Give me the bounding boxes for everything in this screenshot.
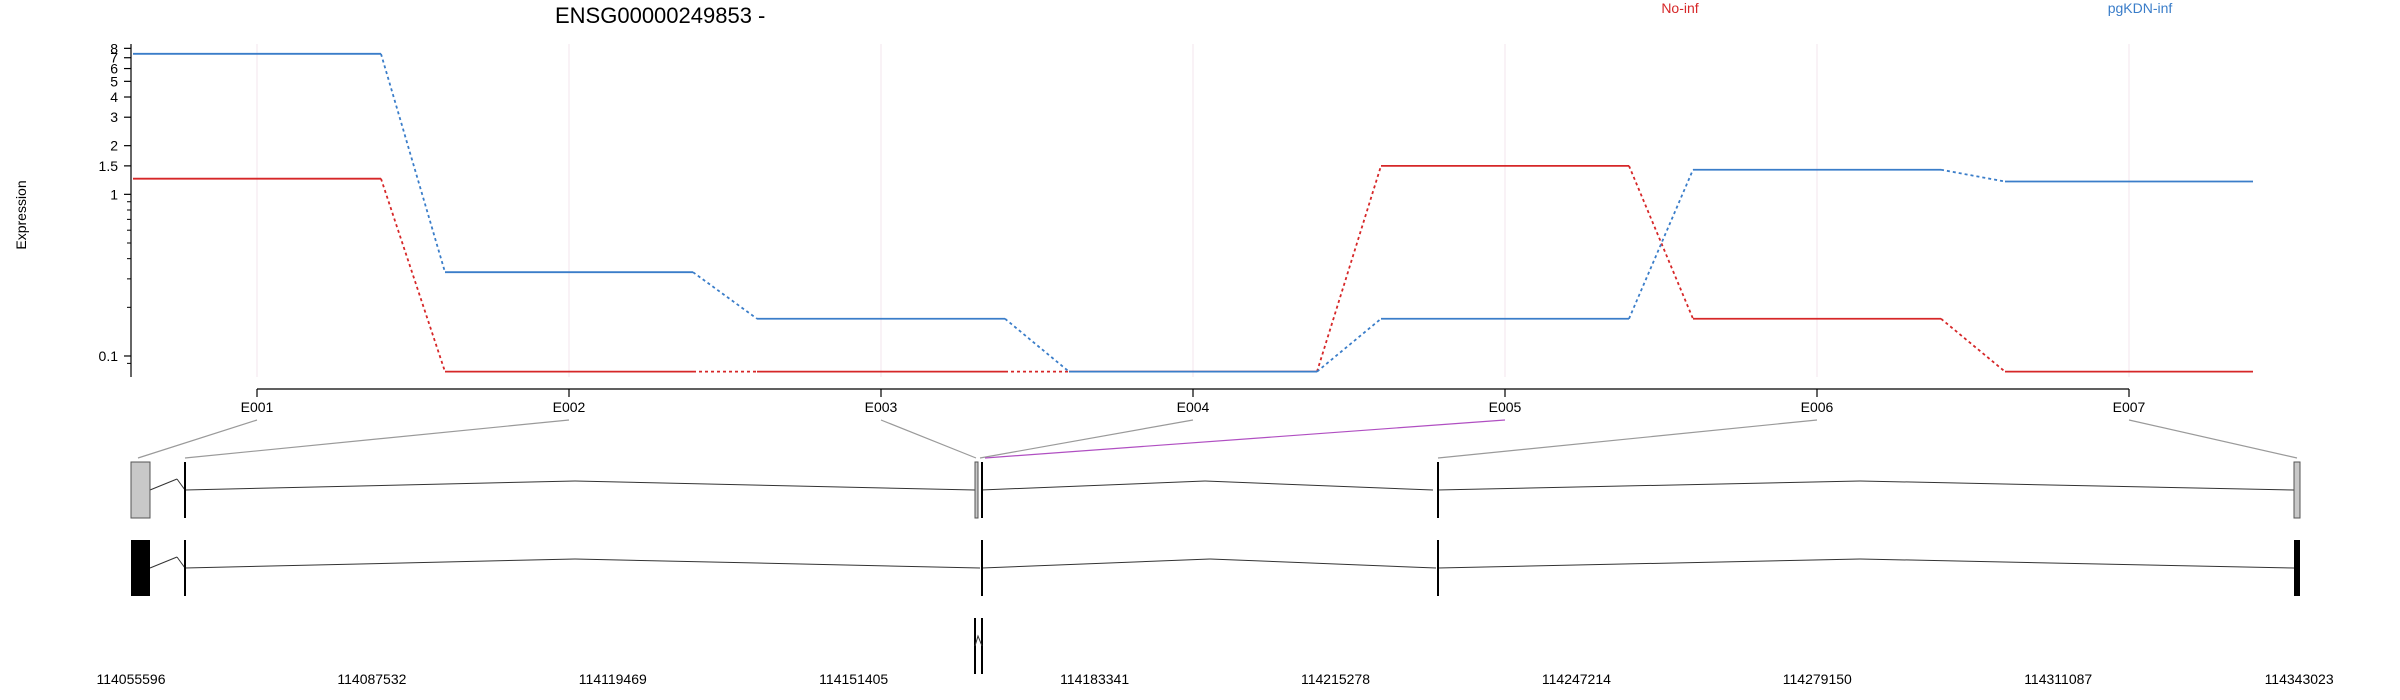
transition-segment	[1628, 165, 1694, 320]
transition-segment	[380, 178, 446, 372]
exon-connectors	[137, 419, 2298, 459]
genomic-coordinate-label: 114119469	[579, 671, 647, 687]
x-tick-label: E004	[1177, 399, 1210, 415]
y-tick-label: 4	[110, 89, 118, 105]
y-tick-label: 5	[110, 73, 118, 89]
y-tick-label: 2	[110, 138, 118, 154]
exon-connector	[880, 419, 977, 459]
genomic-coordinate-label: 114183341	[1060, 671, 1129, 687]
x-tick-label: E001	[241, 399, 274, 415]
x-tick-label: E002	[553, 399, 586, 415]
chart-title: ENSG00000249853 -	[555, 3, 765, 28]
genomic-coordinate-label: 114055596	[96, 671, 165, 687]
intron-line	[1859, 558, 2295, 569]
y-tick-label: 1.5	[99, 158, 119, 174]
transition-segment	[380, 53, 446, 273]
genomic-coordinates: 114055596 114087532 114119469 114151405 1141…	[96, 671, 2333, 687]
intron-line	[1209, 558, 1437, 569]
exon-connector	[2128, 419, 2298, 459]
intron-line	[176, 478, 186, 491]
intron-line	[574, 480, 976, 491]
y-tick-label: 0.1	[99, 348, 119, 364]
exon-connector	[979, 419, 1194, 459]
exon-connector	[137, 419, 258, 459]
x-tick-label: E005	[1489, 399, 1522, 415]
intron-line	[1437, 558, 1861, 569]
exon-connector	[984, 419, 1506, 459]
intron-line	[1436, 480, 1861, 491]
genomic-coordinate-label: 114151405	[819, 671, 888, 687]
intron-line	[1204, 480, 1434, 491]
legend-entry: pgKDN-inf	[2108, 0, 2173, 16]
y-tick-label: 8	[110, 40, 118, 56]
exon-block	[2294, 540, 2300, 596]
intron-line	[574, 558, 981, 569]
exon-connector	[1437, 419, 1818, 459]
grid-lines	[256, 44, 2130, 377]
intron-line	[149, 556, 178, 569]
x-axis: E001 E002 E003 E004 E005 E006 E007	[241, 388, 2146, 415]
intron-line	[184, 558, 576, 569]
transcript-track-model	[131, 540, 2300, 596]
genomic-coordinate-label: 114311087	[2024, 671, 2092, 687]
exon-block	[974, 461, 979, 519]
y-tick-label: 7	[110, 50, 118, 66]
intron-line	[981, 558, 1211, 569]
intron-line	[184, 480, 576, 491]
y-tick-label: 1	[110, 186, 118, 202]
genomic-coordinate-label: 114247214	[1542, 671, 1611, 687]
genomic-coordinate-label: 114215278	[1301, 671, 1370, 687]
exon-block	[2293, 461, 2301, 519]
series-pgkdn-inf	[133, 52, 2253, 373]
genomic-coordinate-label: 114087532	[337, 671, 406, 687]
transition-segment	[1004, 318, 1070, 373]
exon-block	[131, 540, 150, 596]
intron-line	[1859, 480, 2295, 491]
y-tick-label: 6	[110, 61, 118, 77]
exon-block	[130, 461, 151, 519]
transition-segment	[1316, 318, 1382, 373]
x-tick-label: E006	[1801, 399, 1834, 415]
transition-segment	[692, 271, 758, 320]
genomic-coordinate-label: 114279150	[1783, 671, 1852, 687]
series-lines	[133, 52, 2253, 373]
x-tick-label: E007	[2113, 399, 2146, 415]
y-tick-label: 3	[110, 109, 118, 125]
x-tick-label: E003	[865, 399, 898, 415]
transcript-track-minor	[974, 618, 983, 674]
transition-segment	[1940, 168, 2006, 183]
transcript-track-exon-bins	[130, 461, 2301, 519]
exon-connector	[184, 419, 570, 459]
intron-line	[980, 480, 1206, 491]
y-axis-label: Expression	[13, 180, 29, 249]
transition-segment	[1316, 165, 1382, 372]
intron-line	[149, 478, 178, 491]
legend-entry: No-inf	[1661, 0, 1698, 16]
transition-segment	[1940, 318, 2006, 373]
legend: No-inf pgKDN-inf	[1661, 0, 2172, 16]
intron-line	[974, 634, 983, 647]
intron-line	[176, 556, 186, 569]
genomic-coordinate-label: 114343023	[2265, 671, 2334, 687]
